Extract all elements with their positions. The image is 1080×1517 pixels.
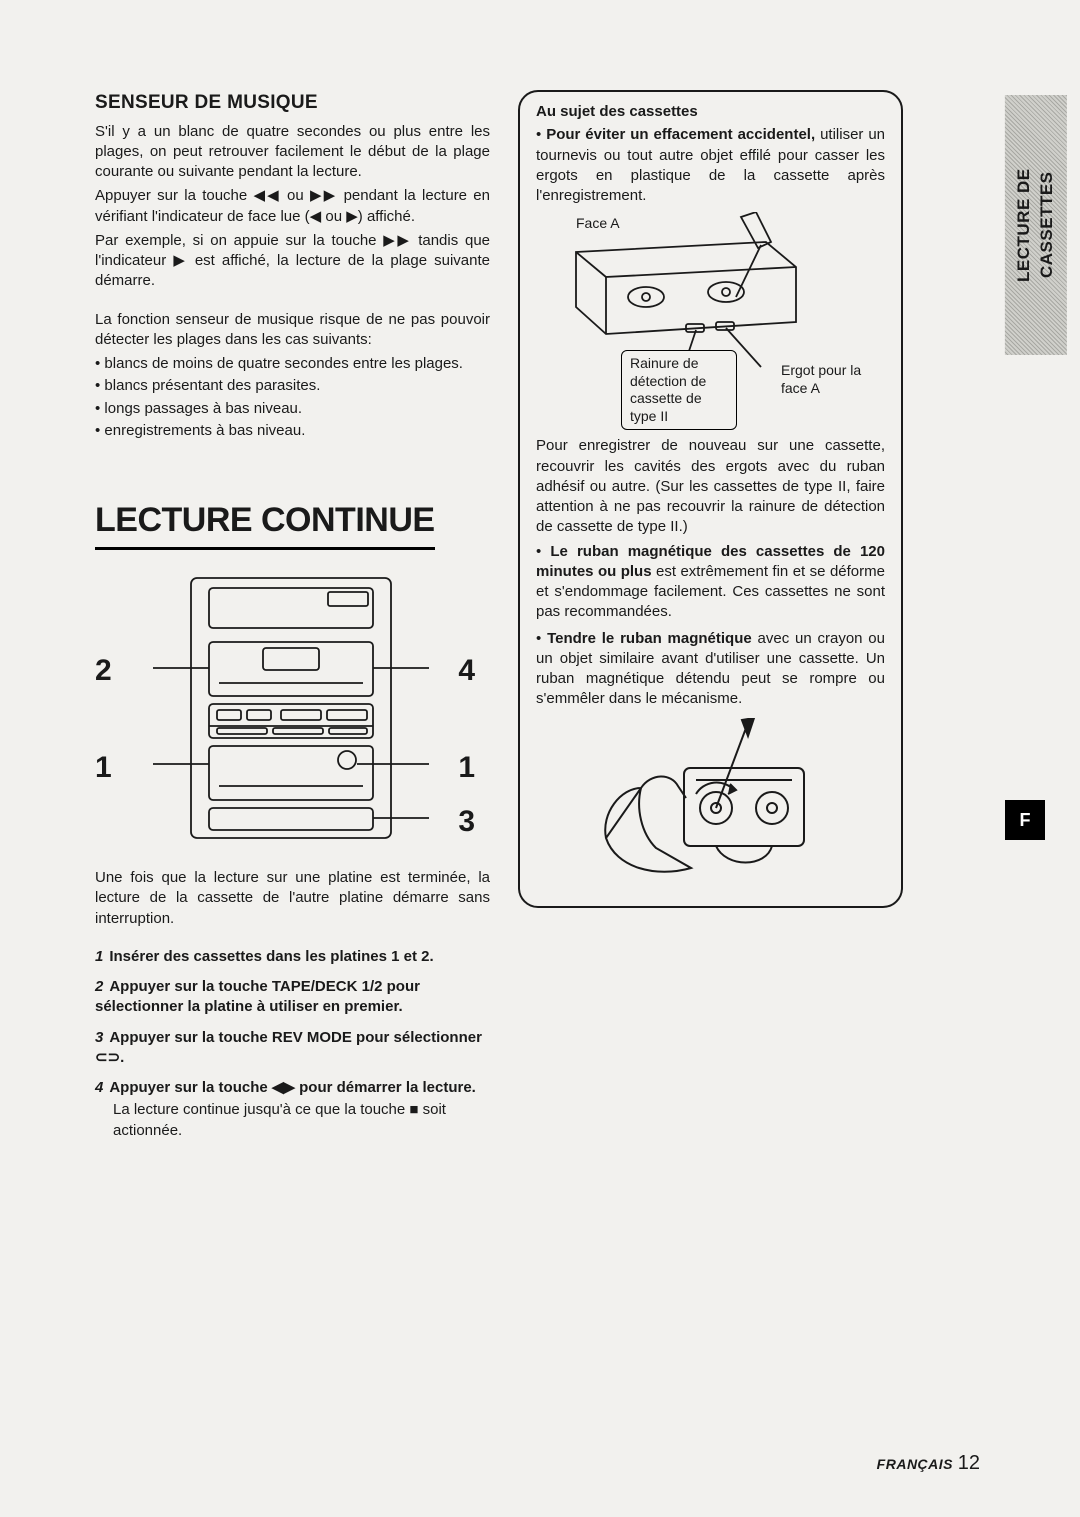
language-badge: F [1005, 800, 1045, 840]
left-column: SENSEUR DE MUSIQUE S'il y a un blanc de … [95, 90, 490, 1151]
continue-caption: Une fois que la lecture sur une platine … [95, 868, 490, 929]
callout-3: 3 [458, 802, 475, 843]
fastforward-icon: ▶▶ [310, 187, 337, 204]
list-item: longs passages à bas niveau. [95, 399, 490, 419]
face-a-label: Face A [576, 214, 620, 233]
cassette-diagram: Face A Rainure de détection de cassette … [536, 212, 885, 432]
device-svg [113, 568, 473, 858]
list-item: blancs de moins de quatre secondes entre… [95, 354, 490, 374]
step-item: 3Appuyer sur la touche REV MODE pour sél… [95, 1028, 490, 1069]
cassette-label-left: Rainure de détection de cassette de type… [621, 350, 737, 430]
device-diagram: 2 1 4 1 3 [95, 568, 490, 858]
footer-page-number: 12 [958, 1452, 980, 1474]
info-item: Tendre le ruban magnétique avec un crayo… [536, 629, 885, 710]
callout-4: 4 [458, 651, 475, 692]
left-icon: ◀ [310, 208, 322, 225]
info-item: Pour éviter un effacement accidentel, ut… [536, 125, 885, 206]
callout-1: 1 [95, 748, 112, 789]
rewind-icon: ◀◀ [254, 187, 281, 204]
sensor-limits-intro: La fonction senseur de musique risque de… [95, 310, 490, 351]
info-title: Au sujet des cassettes [536, 102, 885, 122]
heading-sensor: SENSEUR DE MUSIQUE [95, 90, 490, 116]
sensor-paragraph-2: Appuyer sur la touche ◀◀ ou ▶▶ pendant l… [95, 186, 490, 227]
sensor-paragraph-3: Par exemple, si on appuie sur la touche … [95, 231, 490, 292]
footer-language: FRANÇAIS [877, 1456, 953, 1472]
heading-continue: LECTURE CONTINUE [95, 498, 435, 550]
list-item: blancs présentant des parasites. [95, 376, 490, 396]
steps-list: 1Insérer des cassettes dans les platines… [95, 947, 490, 1141]
list-item: enregistrements à bas niveau. [95, 421, 490, 441]
step-item: 2Appuyer sur la touche TAPE/DECK 1/2 pou… [95, 977, 490, 1018]
side-tab-rail: LECTURE DE CASSETTES [1005, 95, 1045, 355]
right-column: Au sujet des cassettes Pour éviter un ef… [518, 90, 903, 1151]
sensor-limits-list: blancs de moins de quatre secondes entre… [95, 354, 490, 441]
callout-1b: 1 [458, 748, 475, 789]
sensor-paragraph-1: S'il y a un blanc de quatre secondes ou … [95, 122, 490, 183]
page-footer: FRANÇAIS 12 [877, 1450, 980, 1477]
callout-2: 2 [95, 651, 112, 692]
pencil-diagram [596, 718, 826, 888]
info-item1-after: Pour enregistrer de nouveau sur une cass… [536, 436, 885, 537]
cassette-info-box: Au sujet des cassettes Pour éviter un ef… [518, 90, 903, 908]
right-icon: ▶ [346, 208, 358, 225]
right-icon: ▶ [173, 252, 187, 269]
page: SENSEUR DE MUSIQUE S'il y a un blanc de … [0, 0, 1080, 1201]
fastforward-icon: ▶▶ [383, 232, 411, 249]
step-item: 4Appuyer sur la touche ◀▶ pour démarrer … [95, 1078, 490, 1141]
cassette-label-right: Ergot pour la face A [781, 362, 861, 397]
side-tab-label: LECTURE DE CASSETTES [1005, 95, 1067, 355]
info-item: Le ruban magnétique des cassettes de 120… [536, 542, 885, 623]
step-item: 1Insérer des cassettes dans les platines… [95, 947, 490, 967]
